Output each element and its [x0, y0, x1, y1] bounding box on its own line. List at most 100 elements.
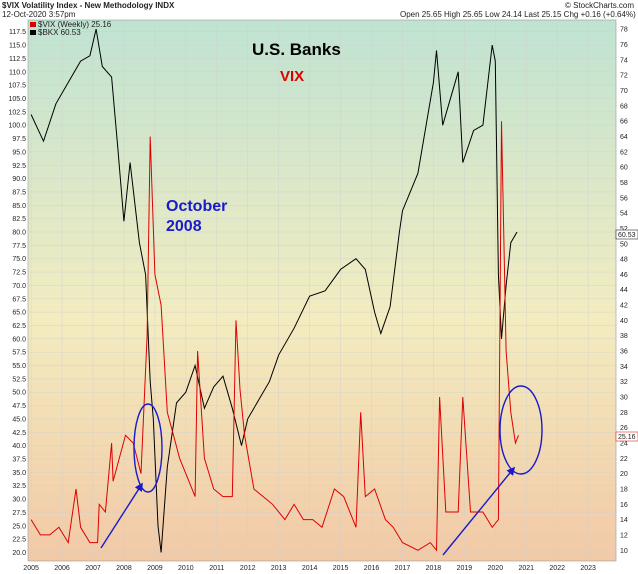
left-tick-label: 72.5	[12, 270, 26, 277]
left-tick-label: 92.5	[12, 163, 26, 170]
left-tick-label: 30.0	[12, 497, 26, 504]
left-tick-label: 65.0	[12, 310, 26, 317]
x-tick-label: 2012	[240, 565, 256, 572]
left-tick-label: 42.5	[12, 430, 26, 437]
left-tick-label: 27.5	[12, 510, 26, 517]
right-tick-label: 30	[620, 395, 628, 402]
header-quote: Open 25.65 High 25.65 Low 24.14 Last 25.…	[400, 10, 636, 19]
left-tick-label: 25.0	[12, 523, 26, 530]
left-tick-label: 77.5	[12, 243, 26, 250]
left-tick-label: 20.0	[12, 550, 26, 557]
left-tick-label: 100.0	[8, 123, 26, 130]
left-tick-label: 57.5	[12, 350, 26, 357]
right-tick-label: 38	[620, 333, 628, 340]
highlight-ellipse-2008	[133, 403, 163, 493]
left-tick-label: 67.5	[12, 296, 26, 303]
left-tick-label: 102.5	[8, 109, 26, 116]
highlight-ellipse-2020	[499, 385, 543, 475]
right-axis: 10 12 14 16 18 20 22 24 26 28 30 32 34 36 38 40 42 44 46 48…	[620, 27, 628, 555]
x-tick-label: 2023	[580, 565, 596, 572]
legend-label-bkx: $BKX 60.53	[38, 28, 81, 37]
left-tick-label: 110.0	[9, 69, 26, 76]
arrow-2008	[100, 482, 143, 549]
x-tick-label: 2010	[178, 565, 194, 572]
left-tick-label: 35.0	[12, 470, 26, 477]
left-tick-label: 90.0	[12, 176, 26, 183]
right-tick-label: 44	[620, 287, 628, 294]
annotation-subtitle: VIX	[280, 68, 304, 85]
left-tick-label: 97.5	[12, 136, 26, 143]
annotation-event-line2: 2008	[166, 218, 202, 235]
right-tick-label: 46	[620, 272, 628, 279]
header-symbol: $VIX Volatility Index - New Methodology …	[2, 1, 175, 10]
left-tick-label: 55.0	[12, 363, 26, 370]
right-tick-label: 60	[620, 165, 628, 172]
right-tick-label: 70	[620, 88, 628, 95]
right-tick-label: 14	[620, 517, 628, 524]
grid	[28, 20, 616, 561]
header-brand: © StockCharts.com	[565, 1, 634, 10]
left-tick-label: 95.0	[12, 149, 26, 156]
x-tick-label: 2014	[302, 565, 318, 572]
right-tick-label: 74	[620, 57, 628, 64]
annotation-title: U.S. Banks	[252, 40, 341, 59]
left-tick-label: 45.0	[12, 416, 26, 423]
x-tick-label: 2022	[549, 565, 565, 572]
left-tick-label: 105.0	[8, 96, 26, 103]
right-tick-label: 20	[620, 471, 628, 478]
right-tick-label: 76	[620, 42, 628, 49]
left-tick-label: 75.0	[12, 256, 26, 263]
left-tick-label: 107.5	[8, 83, 26, 90]
x-tick-label: 2005	[23, 565, 39, 572]
left-tick-label: 47.5	[12, 403, 26, 410]
right-tick-label: 56	[620, 195, 628, 202]
x-tick-label: 2008	[116, 565, 132, 572]
header-date: 12-Oct-2020 3:57pm	[2, 10, 76, 19]
left-axis: 20.0 22.5 25.0 27.5 30.0 32.5 35.0 37.5 40.0 42.5…	[8, 29, 26, 557]
x-tick-label: 2018	[426, 565, 442, 572]
series-line-vix	[30, 121, 519, 552]
legend-swatch-vix	[30, 22, 36, 27]
x-tick-label: 2016	[364, 565, 380, 572]
left-tick-label: 82.5	[12, 216, 26, 223]
arrow-2020	[442, 466, 516, 556]
svg-text:60.53: 60.53	[618, 232, 636, 239]
right-tick-label: 72	[620, 73, 628, 80]
left-tick-label: 117.5	[9, 29, 26, 36]
x-tick-label: 2020	[488, 565, 504, 572]
x-tick-label: 2019	[457, 565, 473, 572]
right-tick-label: 24	[620, 440, 628, 447]
left-tick-label: 62.5	[12, 323, 26, 330]
right-tick-label: 58	[620, 180, 628, 187]
left-tick-label: 40.0	[12, 443, 26, 450]
right-tick-label: 42	[620, 303, 628, 310]
right-tick-label: 50	[620, 241, 628, 248]
last-value-vix: 25.16	[615, 431, 638, 442]
right-tick-label: 48	[620, 257, 628, 264]
left-tick-label: 22.5	[12, 537, 26, 544]
legend: $VIX (Weekly) 25.16 $BKX 60.53	[30, 20, 112, 37]
x-tick-label: 2017	[395, 565, 411, 572]
right-tick-label: 54	[620, 211, 628, 218]
last-value-bkx: 60.53	[615, 229, 638, 240]
right-tick-label: 40	[620, 318, 628, 325]
legend-swatch-bkx	[30, 30, 36, 35]
x-tick-label: 2007	[85, 565, 101, 572]
left-tick-label: 80.0	[12, 230, 26, 237]
left-tick-label: 87.5	[12, 189, 26, 196]
right-tick-label: 26	[620, 425, 628, 432]
right-tick-label: 32	[620, 379, 628, 386]
left-tick-label: 60.0	[12, 336, 26, 343]
right-tick-label: 62	[620, 149, 628, 156]
x-tick-label: 2021	[518, 565, 534, 572]
right-tick-label: 10	[620, 548, 628, 555]
x-tick-label: 2015	[333, 565, 349, 572]
right-tick-label: 64	[620, 134, 628, 141]
right-tick-label: 52	[620, 226, 628, 233]
right-tick-label: 22	[620, 456, 628, 463]
right-tick-label: 18	[620, 486, 628, 493]
right-tick-label: 16	[620, 502, 628, 509]
svg-text:25.16: 25.16	[618, 434, 636, 441]
x-tick-label: 2011	[209, 565, 224, 572]
